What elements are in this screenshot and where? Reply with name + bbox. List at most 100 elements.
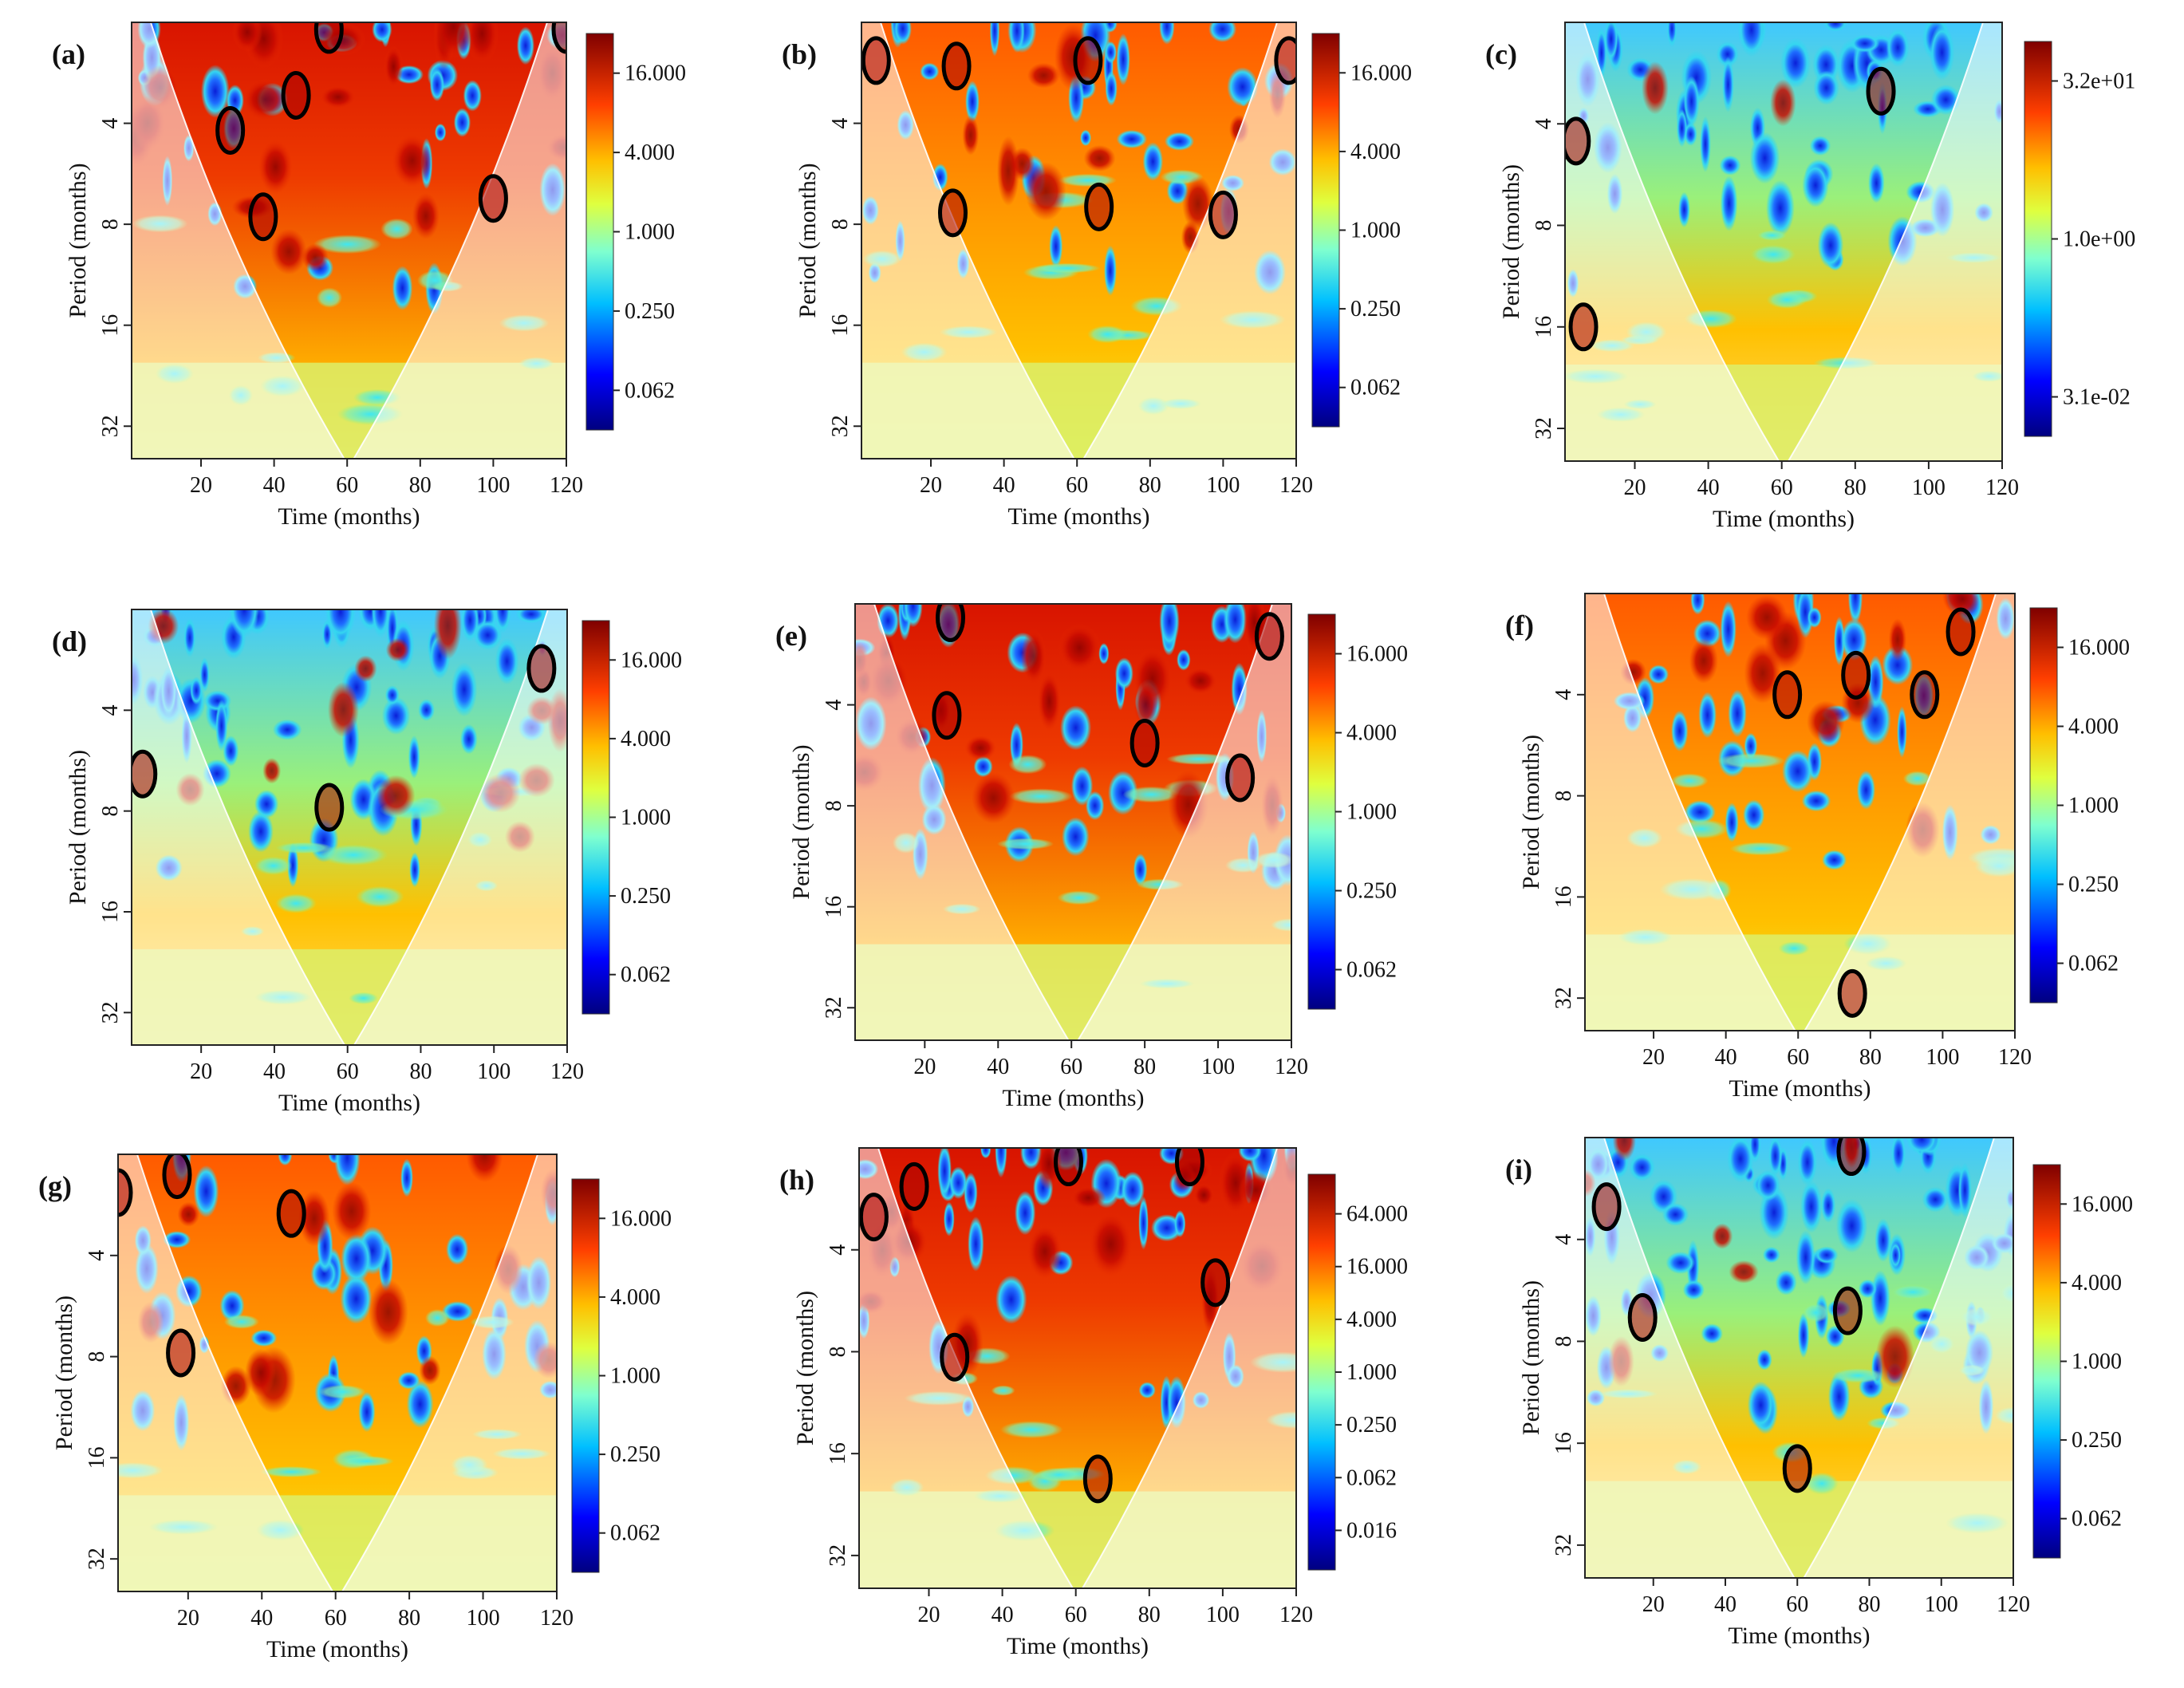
low-power-cell: [1856, 770, 1875, 810]
low-power-cell: [1108, 771, 1138, 815]
colorbar-tick-label: 0.250: [2072, 1428, 2122, 1453]
power-spectrum-area: [859, 1148, 1296, 1588]
x-tick-label: 40: [250, 1606, 273, 1631]
colorbar-tick-label: 16.000: [621, 648, 682, 672]
y-tick-label: 16: [1551, 885, 1576, 908]
high-power-cell: [1133, 680, 1158, 729]
low-power-cell: [183, 617, 196, 657]
low-power-cell: [190, 676, 203, 705]
high-power-cell: [1184, 667, 1218, 695]
y-axis-label: Period (months): [65, 163, 91, 317]
cone-boundary: [880, 22, 1278, 459]
high-power-cell: [1037, 671, 1062, 732]
x-tick-label: 80: [1844, 475, 1867, 500]
x-tick-label: 80: [1858, 1592, 1880, 1617]
low-power-cell: [371, 609, 390, 638]
low-power-cell: [1684, 800, 1716, 824]
low-power-cell: [1840, 618, 1867, 661]
low-power-cell: [1797, 1138, 1817, 1186]
low-power-cell: [1015, 1190, 1036, 1236]
low-power-cell: [1676, 108, 1688, 148]
x-tick-label: 120: [550, 1059, 584, 1084]
low-power-cell: [1666, 1252, 1696, 1274]
low-power-cell: [1133, 853, 1148, 886]
low-power-cell: [1875, 1218, 1892, 1263]
y-axis-label: Period (months): [794, 163, 821, 317]
wavelet-panel-3: 20 40 60 80 100 120 4 8 16 32 Time (months) Period …: [1485, 22, 2135, 532]
low-power-cell: [1629, 1154, 1656, 1181]
low-power-cell: [1678, 191, 1690, 228]
colorbar-tick-label: 0.062: [2072, 1507, 2122, 1532]
x-tick-label: 20: [920, 473, 942, 498]
colorbar-tick-label: 4.000: [1346, 721, 1397, 746]
significance-contour: [941, 41, 972, 91]
high-power-cell: [1058, 623, 1102, 672]
low-power-band: [1008, 755, 1047, 775]
low-power-cell: [1223, 604, 1248, 644]
y-tick-label: 8: [85, 1351, 109, 1363]
low-power-cell: [1800, 1180, 1823, 1233]
x-tick-label: 40: [263, 473, 286, 498]
significance-contour: [1274, 36, 1296, 85]
high-power-cell: [433, 609, 462, 660]
low-power-cell: [1782, 750, 1814, 793]
cone-boundary: [873, 604, 1273, 1040]
high-power-cell: [1612, 1138, 1636, 1161]
significance-contour: [1225, 753, 1256, 803]
low-power-cell: [1690, 594, 1705, 615]
colorbar: [1307, 1173, 1336, 1571]
colorbar-tick-label: 16.000: [2068, 636, 2130, 661]
low-power-cell: [1164, 132, 1195, 151]
low-power-band: [318, 844, 388, 866]
low-power-cell: [1847, 594, 1863, 625]
panel-label: (e): [775, 620, 807, 652]
colorbar-tick-label: 4.000: [2072, 1271, 2122, 1296]
low-power-band: [999, 1421, 1063, 1439]
low-power-cell: [1062, 817, 1090, 857]
high-power-cell: [419, 1355, 441, 1386]
significance-contour: [1866, 66, 1896, 116]
high-power-cell: [1027, 1225, 1062, 1279]
high-power-cell: [1744, 643, 1782, 704]
low-power-cell: [1813, 70, 1839, 105]
x-axis-label: Time (months): [1007, 1633, 1149, 1659]
low-power-band: [1778, 941, 1810, 956]
high-power-cell: [332, 1181, 372, 1240]
colorbar-tick-label: 0.250: [1346, 879, 1397, 904]
low-power-cell: [1922, 1186, 1949, 1213]
panel-label: (d): [52, 625, 87, 657]
cone-boundary: [877, 1148, 1278, 1588]
colorbar-tick-label: 16.000: [625, 61, 686, 86]
high-power-cell: [1746, 594, 1788, 641]
low-power-cell: [1727, 1138, 1754, 1183]
colorbar: [2032, 1164, 2061, 1559]
wavelet-panel-4: 20 40 60 80 100 120 4 8 16 32 Time (months) Period …: [52, 609, 682, 1116]
high-power-cell: [270, 228, 307, 275]
low-power-cell: [229, 609, 259, 638]
cone-boundary: [1583, 22, 1984, 461]
cone-of-influence: [1585, 594, 2015, 1031]
cone-boundary: [150, 609, 549, 1045]
low-power-band: [1057, 890, 1102, 905]
high-power-cell: [262, 758, 282, 784]
low-power-cell: [948, 1166, 968, 1200]
significance-contour: [1174, 1148, 1204, 1187]
high-power-cell: [1729, 1260, 1759, 1284]
x-tick-label: 60: [1786, 1592, 1808, 1617]
low-power-band: [254, 856, 293, 875]
low-power-band: [260, 1466, 322, 1478]
low-power-band: [1757, 230, 1788, 241]
low-power-cell: [1768, 1138, 1783, 1177]
x-tick-label: 100: [1926, 1045, 1959, 1070]
low-power-cell: [460, 724, 478, 755]
low-power-cell: [1142, 142, 1164, 181]
panel-label: (g): [38, 1170, 72, 1202]
significance-contour: [1208, 190, 1238, 239]
x-tick-label: 100: [1925, 1592, 1958, 1617]
low-power-cell: [1807, 606, 1822, 629]
low-power-band: [223, 1314, 259, 1329]
low-power-band: [996, 838, 1055, 850]
significance-contour: [1772, 670, 1803, 720]
low-power-cell: [418, 699, 436, 721]
y-axis-label: Period (months): [788, 744, 814, 899]
